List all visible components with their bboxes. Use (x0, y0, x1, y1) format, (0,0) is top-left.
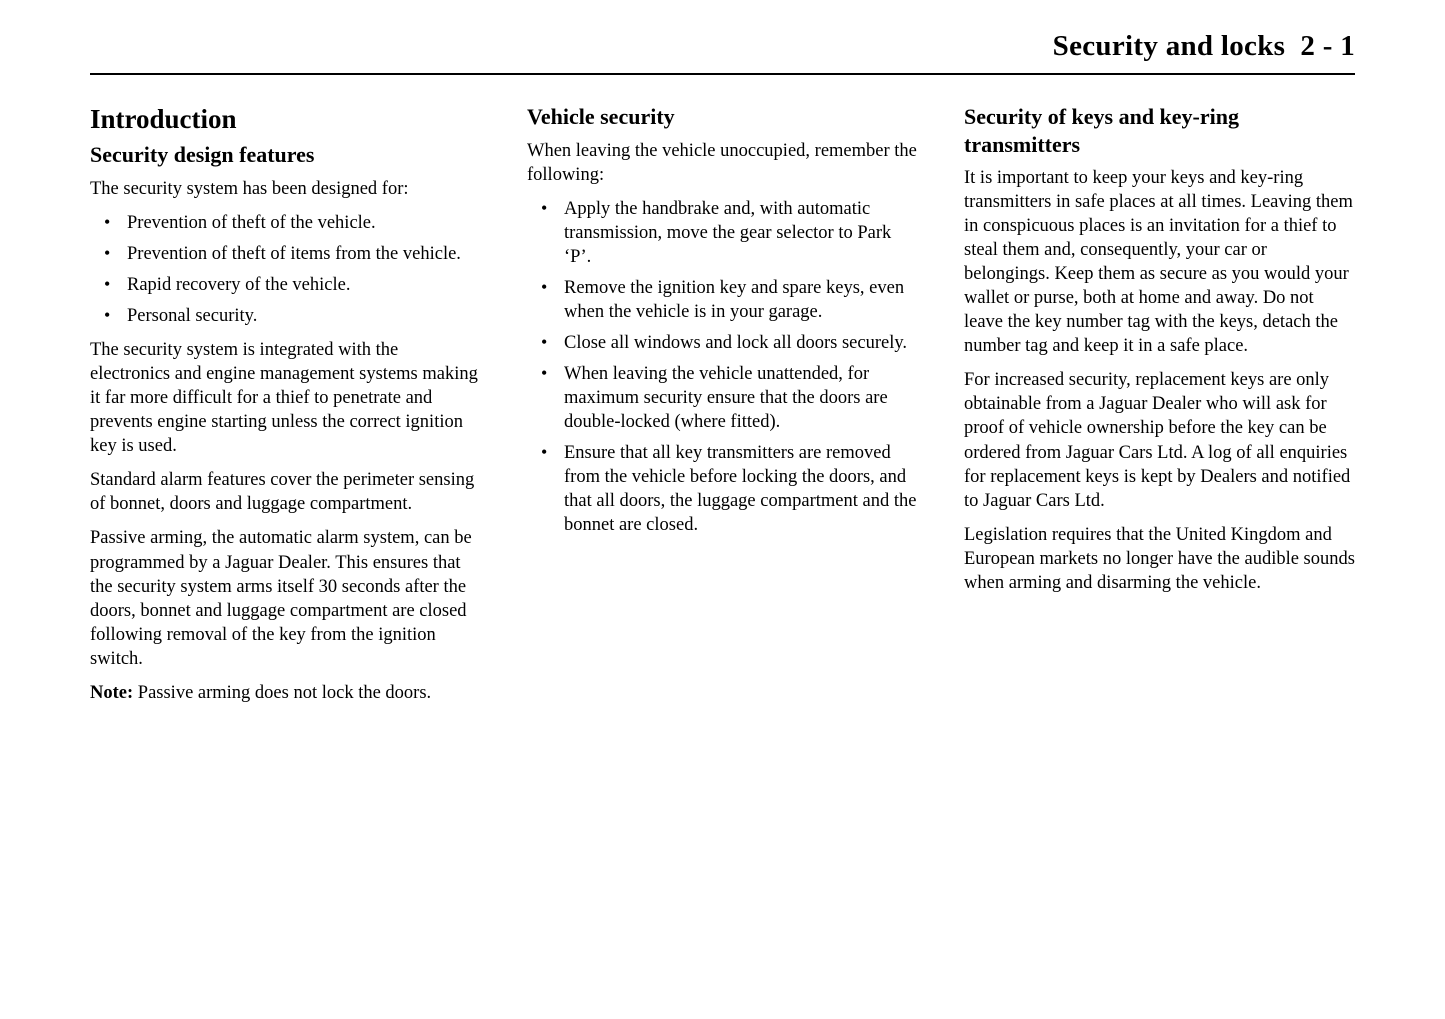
col2-intro: When leaving the vehicle unoccupied, rem… (527, 139, 918, 187)
col1-bullet-list: Prevention of theft of the vehicle. Prev… (90, 211, 481, 328)
column-3: Security of keys and key-ring transmitte… (964, 103, 1355, 715)
col2-bullet-list: Apply the handbrake and, with automatic … (527, 197, 918, 538)
list-item: Prevention of theft of items from the ve… (90, 242, 481, 266)
list-item: When leaving the vehicle unattended, for… (527, 362, 918, 434)
list-item: Prevention of theft of the vehicle. (90, 211, 481, 235)
col1-p3: Standard alarm features cover the perime… (90, 468, 481, 516)
list-item: Personal security. (90, 304, 481, 328)
col1-note: Note: Passive arming does not lock the d… (90, 681, 481, 705)
note-label: Note: (90, 683, 133, 703)
content-columns: Introduction Security design features Th… (90, 103, 1355, 715)
column-1: Introduction Security design features Th… (90, 103, 481, 715)
page-header: Security and locks 2 - 1 (90, 30, 1355, 75)
note-text: Passive arming does not lock the doors. (133, 683, 431, 703)
subtitle-vehicle-security: Vehicle security (527, 103, 918, 131)
col3-p2: For increased security, replacement keys… (964, 368, 1355, 512)
col1-p2: The security system is integrated with t… (90, 338, 481, 458)
list-item: Remove the ignition key and spare keys, … (527, 276, 918, 324)
subtitle-key-security: Security of keys and key-ring transmitte… (964, 103, 1355, 158)
list-item: Apply the handbrake and, with automatic … (527, 197, 918, 269)
col3-p1: It is important to keep your keys and ke… (964, 166, 1355, 358)
list-item: Close all windows and lock all doors sec… (527, 331, 918, 355)
col1-intro: The security system has been designed fo… (90, 177, 481, 201)
section-title-introduction: Introduction (90, 103, 481, 135)
list-item: Ensure that all key transmitters are rem… (527, 441, 918, 537)
col1-p4: Passive arming, the automatic alarm syst… (90, 526, 481, 670)
col3-p3: Legislation requires that the United Kin… (964, 523, 1355, 595)
subtitle-security-design: Security design features (90, 141, 481, 169)
list-item: Rapid recovery of the vehicle. (90, 273, 481, 297)
column-2: Vehicle security When leaving the vehicl… (527, 103, 918, 715)
